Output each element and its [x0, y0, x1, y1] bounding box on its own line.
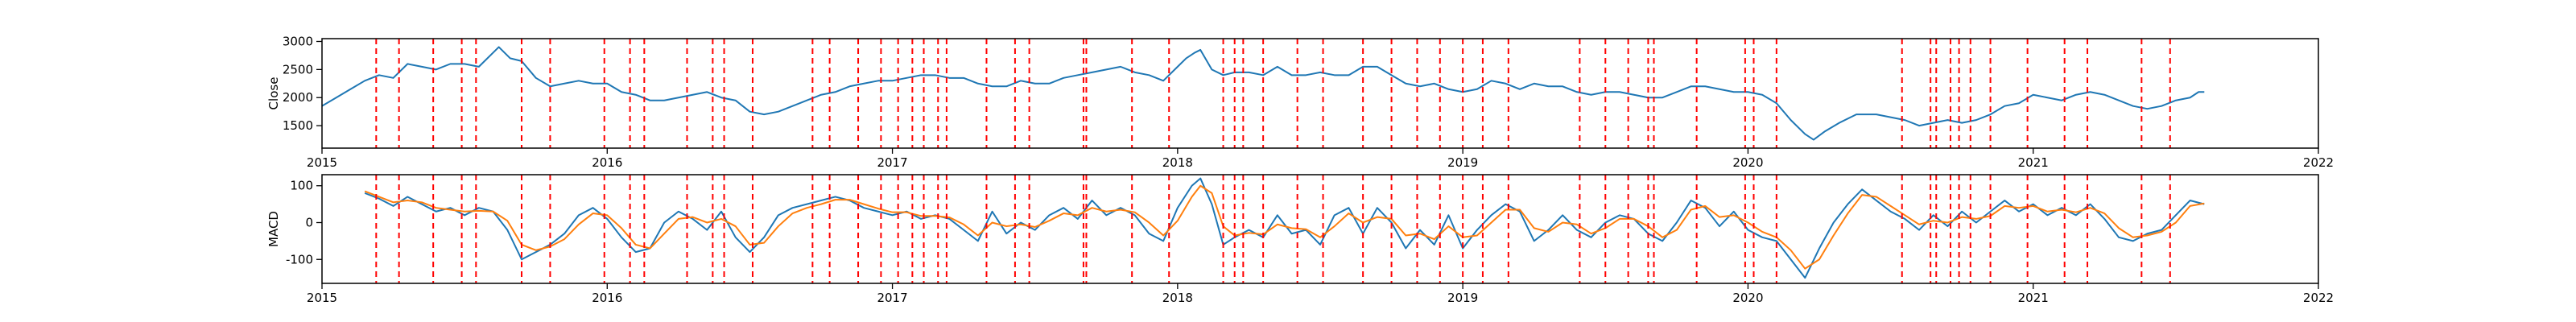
- series-line-1: [364, 177, 2205, 279]
- x-tick-label: 2018: [1162, 291, 1193, 305]
- macd-panel: 2015 2016 2017 2018 2019 2020 2021 2022 -100 0 100…: [266, 174, 2334, 305]
- y-tick-label: 1500: [283, 118, 313, 133]
- x-tick-label: 2021: [2018, 155, 2049, 170]
- series-line-2: [364, 184, 2205, 270]
- y-axis-label: MACD: [266, 211, 281, 247]
- x-tick-label: 2020: [1732, 291, 1763, 305]
- y-tick-label: 0: [305, 215, 313, 229]
- x-tick-label: 2015: [307, 291, 337, 305]
- close-price-panel: 2015 2016 2017 2018 2019 2020 2021 2022 1500 2000…: [266, 34, 2334, 170]
- x-tick-label: 2019: [1447, 291, 1478, 305]
- y-tick-label: -100: [286, 252, 313, 266]
- x-tick-label: 2016: [592, 291, 622, 305]
- plot-area: [322, 39, 2205, 148]
- x-tick-label: 2018: [1162, 155, 1193, 170]
- y-axis-label: Close: [266, 77, 281, 110]
- series-line-1: [322, 46, 2205, 141]
- x-tick-label: 2017: [877, 155, 907, 170]
- y-tick-label: 100: [290, 179, 313, 193]
- y-tick-label: 2500: [283, 62, 313, 76]
- y-tick-label: 2000: [283, 90, 313, 105]
- x-tick-label: 2022: [2303, 155, 2334, 170]
- axes-frame: [321, 174, 2319, 284]
- x-tick-label: 2020: [1732, 155, 1763, 170]
- x-tick-label: 2019: [1447, 155, 1478, 170]
- x-tick-label: 2021: [2018, 291, 2049, 305]
- x-tick-label: 2016: [592, 155, 622, 170]
- plot-area: [364, 175, 2205, 283]
- y-tick-label: 3000: [283, 34, 313, 48]
- x-tick-label: 2017: [877, 291, 907, 305]
- x-tick-label: 2022: [2303, 291, 2334, 305]
- x-tick-label: 2015: [307, 155, 337, 170]
- axes-frame: [321, 38, 2319, 149]
